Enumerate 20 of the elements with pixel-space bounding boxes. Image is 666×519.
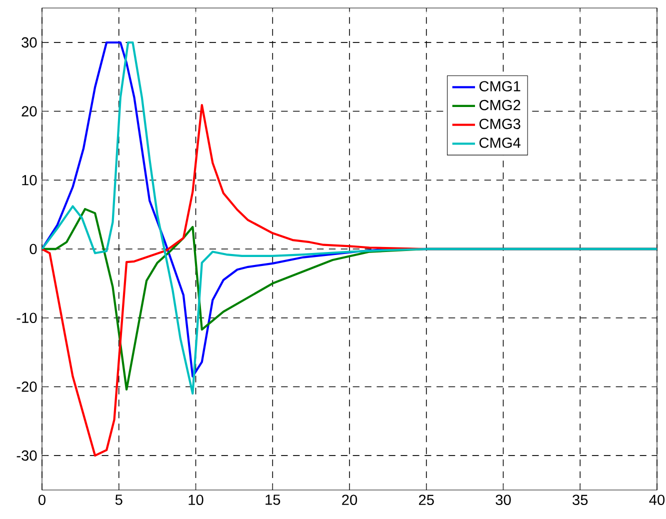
x-tick-label: 5: [115, 494, 122, 505]
y-tick-label: -30: [16, 450, 37, 461]
legend-label: CMG3: [479, 118, 520, 130]
legend-label: CMG4: [479, 138, 520, 148]
y-tick-label: 10: [22, 174, 37, 186]
x-tick-label: 30: [496, 494, 511, 506]
x-tick-label: 15: [266, 494, 280, 505]
legend-label: CMG2: [479, 100, 520, 110]
x-tick-label: 40: [649, 494, 665, 506]
x-tick-label: 20: [342, 494, 358, 506]
y-tick-label: 20: [22, 106, 37, 116]
y-tick-label: -20: [16, 382, 37, 392]
x-tick-label: 25: [418, 494, 434, 506]
y-tick-label: -10: [16, 312, 37, 324]
legend-label: CMG1: [479, 81, 520, 92]
x-tick-label: 0: [38, 494, 46, 506]
y-tick-label: 0: [30, 244, 37, 254]
x-tick-label: 10: [188, 494, 204, 506]
y-tick-label: 30: [22, 37, 37, 48]
x-tick-label: 35: [572, 494, 588, 506]
